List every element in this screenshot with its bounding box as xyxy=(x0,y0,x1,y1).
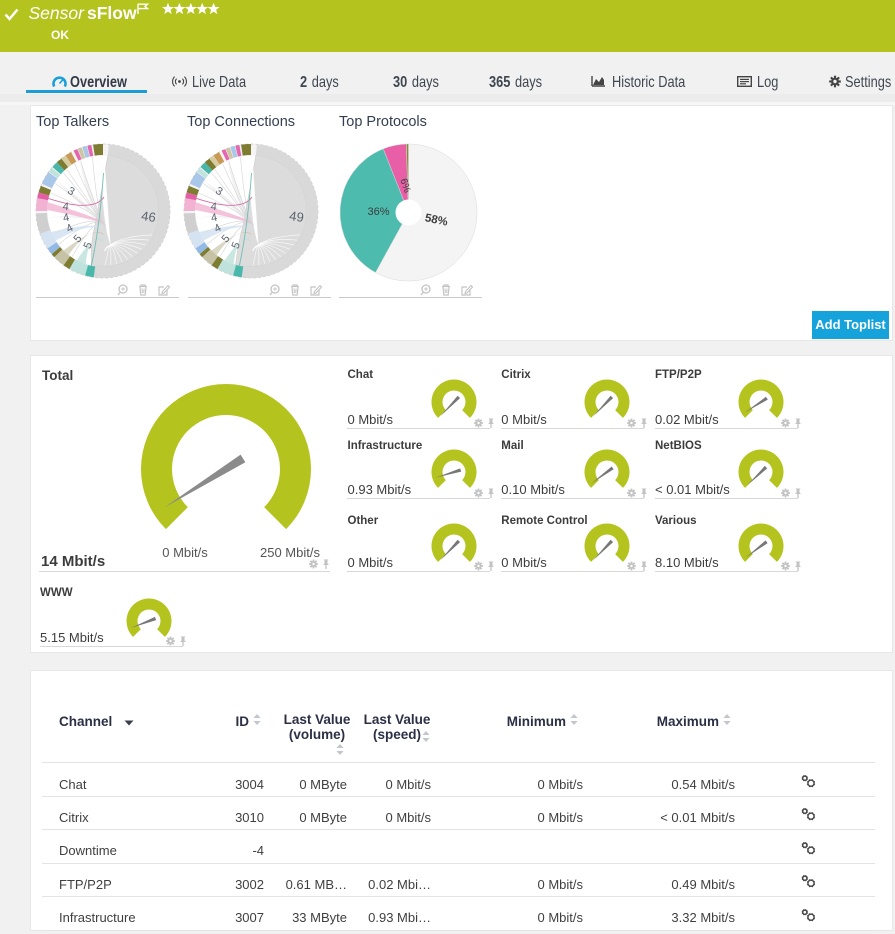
svg-text:46: 46 xyxy=(140,208,156,225)
svg-text:5: 5 xyxy=(82,240,95,250)
svg-text:36%: 36% xyxy=(367,206,389,218)
svg-text:4: 4 xyxy=(64,222,75,235)
svg-text:3: 3 xyxy=(65,185,76,198)
svg-text:58%: 58% xyxy=(424,212,449,229)
svg-text:4: 4 xyxy=(210,212,218,225)
svg-text:5: 5 xyxy=(230,240,243,250)
svg-text:4: 4 xyxy=(212,222,223,235)
svg-text:4: 4 xyxy=(62,201,69,214)
svg-text:49: 49 xyxy=(288,208,304,225)
svg-text:3: 3 xyxy=(213,185,224,198)
svg-text:4: 4 xyxy=(210,201,217,214)
svg-text:6%: 6% xyxy=(397,177,412,194)
svg-text:4: 4 xyxy=(62,212,70,225)
